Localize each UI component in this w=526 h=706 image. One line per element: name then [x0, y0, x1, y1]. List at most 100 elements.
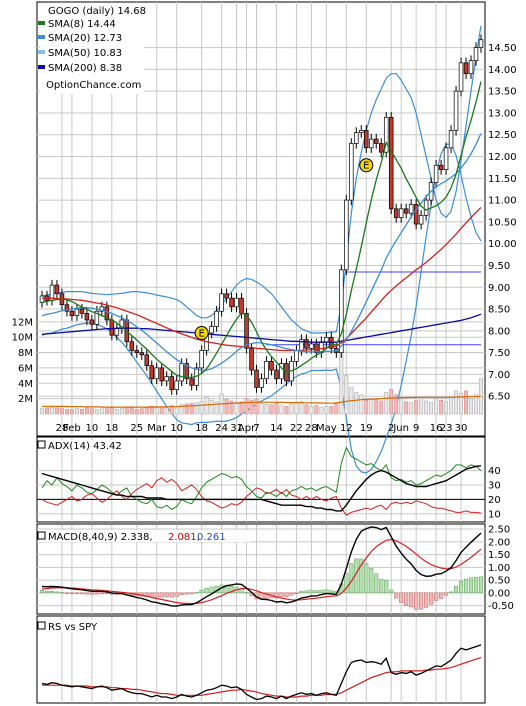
candle-body-37: [224, 293, 229, 299]
legend-sma8: SMA(8) 14.44: [48, 19, 116, 30]
macd-hist-8: [79, 592, 84, 595]
macd-tick-0: -0.50: [488, 601, 514, 612]
macd-hist-24: [159, 592, 164, 598]
macd-hist-82: [449, 591, 454, 594]
volume-bar-41: [244, 398, 249, 415]
candle-body-15: [114, 328, 120, 336]
x-tick-23: 30: [455, 423, 468, 434]
volume-bar-51: [294, 402, 299, 415]
volume-bar-24: [159, 406, 164, 415]
volume-bar-78: [429, 402, 434, 415]
candle-body-83: [453, 90, 459, 131]
macd-hist-34: [209, 586, 214, 594]
candle-body-8: [79, 308, 85, 314]
x-tick-6: 10: [170, 423, 183, 434]
volume-bar-16: [119, 408, 124, 415]
candle-body-25: [164, 376, 169, 382]
earnings-marker-1: [359, 158, 374, 173]
candle-body-10: [89, 319, 95, 325]
volume-bar-38: [229, 400, 234, 415]
macd-hist-4: [59, 592, 65, 594]
candle-body-67: [373, 138, 379, 144]
macd-lines: [39, 526, 484, 610]
sma50-line: [42, 207, 482, 352]
legend-swatch-sma8: [38, 21, 45, 25]
candle-body-28: [179, 363, 184, 382]
volume-bar-39: [234, 402, 239, 415]
candle-body-46: [269, 360, 274, 371]
price-tick-6: 9.50: [488, 261, 510, 272]
macd-hist-75: [414, 592, 419, 610]
candle-body-55: [314, 343, 319, 353]
x-tick-2: 10: [86, 423, 99, 434]
volume-bar-70: [389, 389, 394, 415]
volume-bar-74: [409, 402, 414, 415]
macd-hist-83: [454, 585, 459, 594]
volume-bar-58: [329, 406, 334, 415]
candle-body-48: [279, 363, 284, 380]
macd-hist-72: [399, 592, 404, 603]
macd-hist-label: 0.261: [197, 532, 226, 543]
volume-bar-37: [224, 399, 229, 415]
legend-sma50: SMA(50) 10.83: [48, 48, 122, 59]
candle-body-68: [378, 143, 384, 153]
macd-hist-12: [99, 592, 104, 595]
rs-label: RS vs SPY: [48, 622, 98, 633]
volume-bar-0: [40, 408, 44, 415]
macd-signal-label: 2.081,: [168, 532, 200, 543]
macd-hist-30: [189, 592, 194, 595]
price-tick-14: 13.50: [488, 87, 517, 98]
candle-body-57: [324, 337, 329, 343]
volume-bar-11: [94, 409, 99, 415]
volume-bar-21: [144, 407, 149, 415]
macd-hist-70: [389, 589, 394, 594]
volume-bar-86: [469, 398, 473, 415]
candle-body-61: [344, 199, 349, 271]
legend-sma200: SMA(200) 8.38: [48, 63, 122, 74]
candle-body-84: [458, 62, 464, 92]
candle-body-14: [109, 319, 115, 336]
rs-average-line: [42, 656, 482, 698]
volume-bar-13: [104, 408, 109, 415]
candle-body-79: [433, 164, 439, 184]
macd-hist-74: [409, 592, 414, 608]
candle-body-62: [349, 143, 354, 201]
rs-panel-frame: [36, 615, 486, 704]
candle-body-34: [209, 326, 214, 334]
volume-bar-18: [129, 407, 134, 415]
candle-body-51: [294, 350, 299, 362]
volume-bar-14: [109, 407, 114, 415]
candle-body-73: [403, 208, 409, 214]
price-tick-8: 10.50: [488, 217, 517, 228]
candle-body-54: [309, 343, 314, 349]
candle-body-43: [254, 369, 259, 388]
x-tick-12: 14: [270, 423, 283, 434]
volume-bar-15: [114, 409, 119, 415]
earnings-marker-0: [194, 326, 209, 341]
adx-label-swatch: [37, 440, 46, 449]
legend: SMA(8) 14.44 SMA(20) 12.73 SMA(50) 10.83…: [38, 19, 141, 91]
volume-bar-81: [444, 401, 449, 415]
macd-hist-69: [384, 579, 389, 594]
volume-bar-71: [394, 394, 399, 415]
volume-bar-46: [269, 404, 274, 415]
x-tick-20: 9: [413, 423, 419, 434]
price-tick-12: 12.50: [488, 130, 517, 141]
legend-sma20: SMA(20) 12.73: [48, 33, 122, 44]
adx-tick-0: 10: [488, 509, 501, 520]
x-tick-19: Jun: [392, 423, 409, 434]
macd-hist-78: [429, 592, 434, 605]
price-tick-16: 14.50: [488, 43, 517, 54]
volume-bar-10: [89, 408, 94, 415]
volume-bar-73: [404, 401, 409, 415]
candle-body-60: [339, 269, 344, 353]
macd-hist-48: [279, 592, 284, 597]
x-tick-14: 28: [305, 423, 318, 434]
candle-body-21: [144, 354, 150, 367]
legend-swatch-sma20: [38, 35, 45, 39]
candle-body-76: [418, 215, 424, 225]
volume-tick-1: 4M: [18, 379, 33, 390]
price-tick-11: 12.00: [488, 152, 517, 163]
macd-hist-52: [299, 590, 304, 594]
